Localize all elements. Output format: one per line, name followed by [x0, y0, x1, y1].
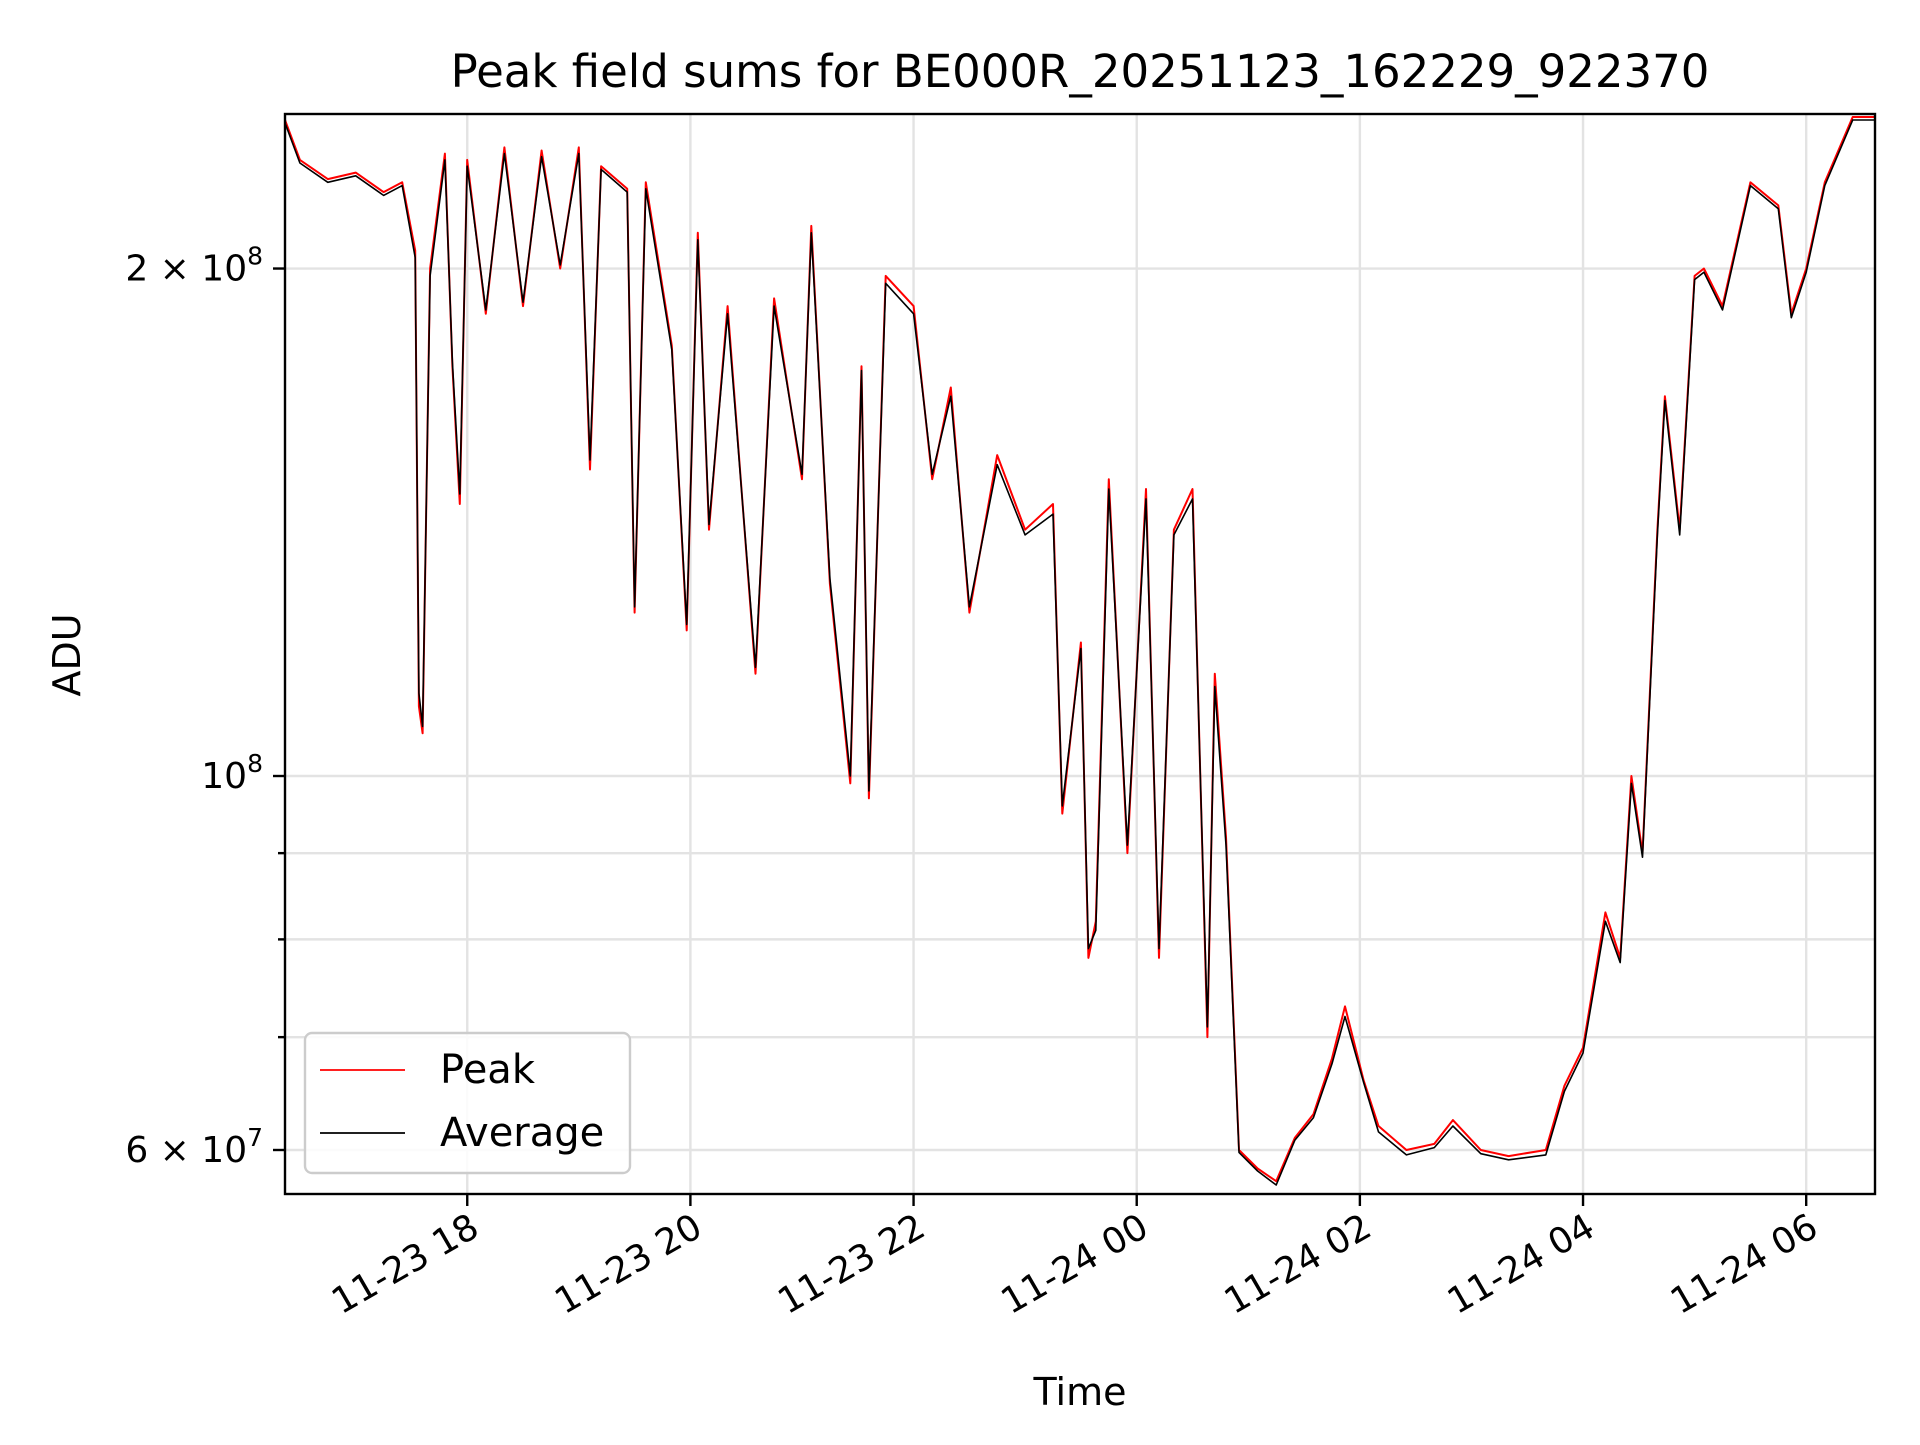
y-axis-label: ADU [45, 613, 89, 696]
y-tick-exponent: 7 [247, 1123, 263, 1152]
chart-title: Peak field sums for BE000R_20251123_1622… [451, 45, 1710, 98]
legend-box [303, 1031, 632, 1175]
series-layer [285, 116, 1875, 1186]
y-tick-label: 108 [201, 749, 263, 797]
x-axis-label: Time [1033, 1370, 1127, 1414]
legend: Peak Average [303, 1031, 632, 1175]
plot-frame [283, 112, 1877, 1196]
legend-label-average: Average [440, 1110, 604, 1156]
y-tick-base: 6 × 10 [125, 1130, 247, 1171]
y-tick-exponent: 8 [247, 242, 263, 271]
y-tick-base: 2 × 10 [125, 249, 247, 290]
y-tick-base: 10 [201, 756, 247, 797]
y-tick-exponent: 8 [247, 749, 263, 778]
series-line-average [285, 119, 1875, 1186]
y-tick-label: 2 × 108 [125, 242, 263, 290]
y-tick-label: 6 × 107 [125, 1123, 263, 1171]
legend-label-peak: Peak [440, 1047, 536, 1093]
